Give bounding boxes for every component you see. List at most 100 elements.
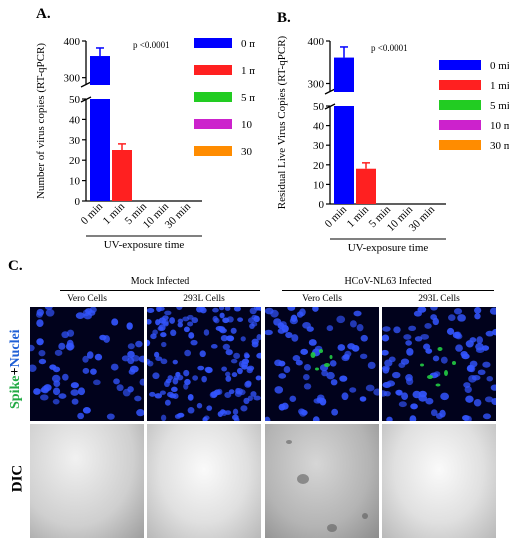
nucleus [289,317,299,325]
legend-label: 10 min [241,119,255,131]
y-tick-label: 300 [308,79,325,91]
nucleus [418,394,427,402]
nucleus [174,414,182,419]
nucleus [30,364,37,372]
nucleus [220,334,228,342]
spike-signal [427,375,433,379]
nucleus [425,397,434,405]
nucleus [61,331,70,339]
legend-label: 5 min [490,100,509,112]
nucleus [171,386,178,393]
nucleus [65,342,75,351]
nucleus [77,387,86,396]
legend-label: 0 min [490,60,509,72]
nucleus [152,372,160,380]
nucleus [408,325,417,332]
nucleus [313,398,322,404]
nucleus [265,416,271,421]
nucleus [308,339,317,346]
nucleus [367,361,376,370]
nucleus [476,336,484,344]
nucleus [213,389,221,396]
nucleus [187,394,194,401]
nucleus [159,390,166,395]
nucleus [331,408,339,416]
nucleus [188,332,195,339]
nucleus [473,398,482,407]
nucleus [247,317,255,324]
nucleus [94,353,103,361]
nucleus [206,405,213,411]
nucleus [382,334,390,342]
legend-label: 30 min [490,140,509,152]
legend-swatch [439,80,481,90]
nucleus [212,315,218,323]
dic-tile-infected-vero [265,424,379,538]
nucleus [256,352,261,359]
nucleus [38,349,46,357]
nucleus [237,317,244,322]
nucleus [154,351,160,358]
nucleus [360,353,368,360]
nucleus [77,412,85,420]
y-tick-label: 400 [308,36,325,48]
x-tick-label: 0 min [323,203,350,230]
y-tick-label: 30 [313,140,325,152]
nucleus [392,371,401,379]
nucleus [205,367,213,374]
legend-swatch [439,60,481,70]
nucleus [33,388,41,395]
nucleus [184,349,192,357]
panel-label-c: C. [8,258,23,274]
dic-spot [362,513,368,519]
nucleus [190,339,198,346]
nucleus [356,324,364,332]
nucleus [82,367,90,374]
nucleus [154,393,163,399]
nucleus [177,318,184,324]
nucleus [219,328,227,334]
nucleus [330,379,338,386]
nucleus [339,375,348,382]
y-tick-label: 20 [313,160,325,172]
nucleus [256,334,261,341]
nucleus [430,314,438,321]
legend-swatch [194,65,232,75]
nucleus [448,314,456,322]
nucleus [158,324,166,331]
nucleus [410,403,418,410]
nucleus [36,338,44,346]
y-tick-label: 400 [64,36,81,48]
nucleus [122,388,131,397]
nucleus [82,407,91,414]
spike-signal [444,370,448,376]
nucleus [382,349,389,356]
group-line-mock [60,290,260,291]
legend-swatch [439,100,481,110]
dic-spot [297,474,309,484]
nucleus [235,387,241,394]
y-tick-label: 40 [313,121,325,133]
spike-signal [319,349,323,353]
y-tick-label: 40 [69,114,81,126]
y-tick-label: 20 [69,155,81,167]
nucleus [460,350,468,358]
dic-spot [327,524,337,532]
nucleus [54,349,63,356]
nucleus [127,343,135,350]
nucleus [233,352,241,360]
nucleus [469,337,477,343]
y-tick-label: 0 [319,199,325,211]
nucleus [273,318,282,326]
dic-tile-mock-vero [30,424,144,538]
cell-label-1: Vero Cells [67,294,107,304]
y-tick-label: 30 [69,135,81,147]
nucleus [90,368,97,375]
nucleus [395,389,403,396]
nucleus [349,320,357,328]
group-title-mock: Mock Infected [130,276,190,287]
nucleus [475,347,485,353]
nucleus [161,341,167,348]
panel-label-a: A. [36,6,51,22]
